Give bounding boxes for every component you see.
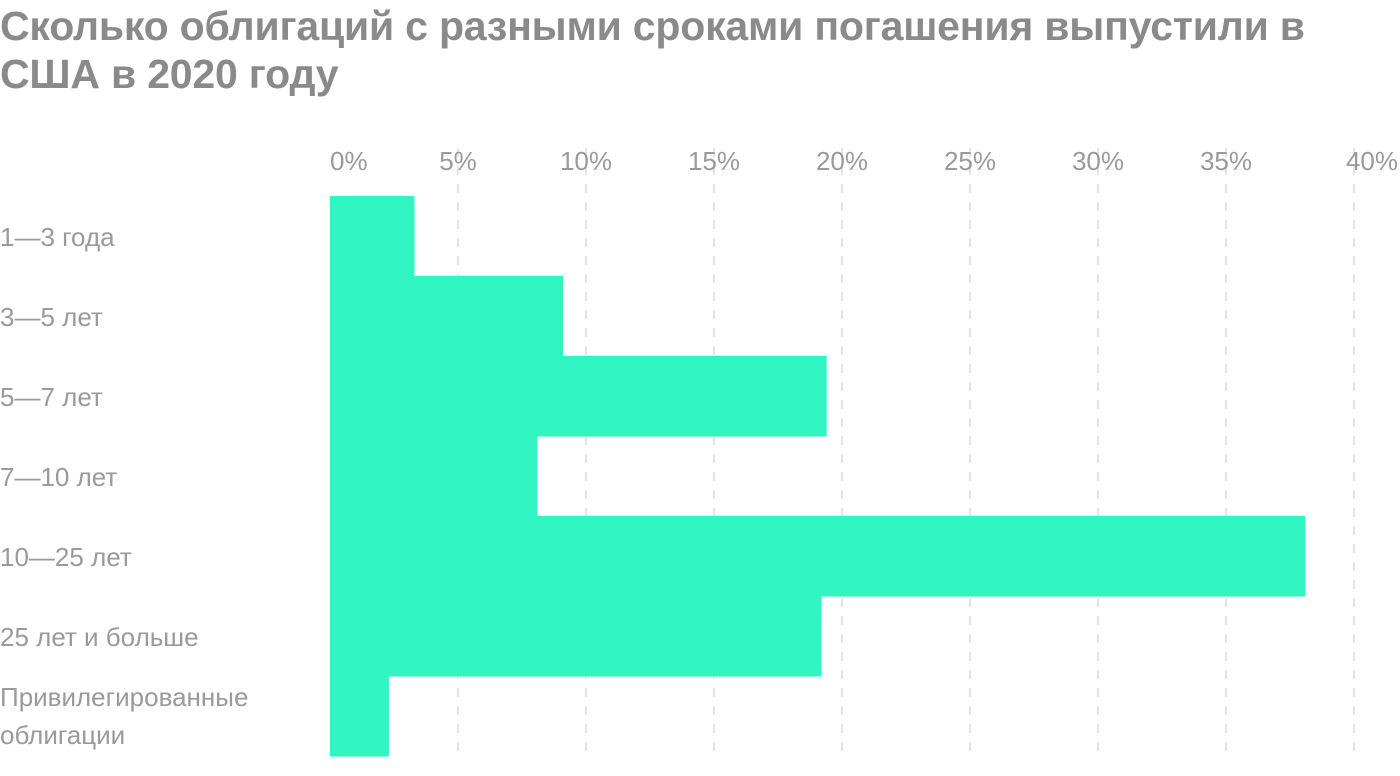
category-label-line: 5—7 лет — [0, 382, 103, 412]
x-tick-label: 30% — [1072, 146, 1124, 176]
x-tick-label: 40% — [1346, 146, 1398, 176]
x-tick-label: 25% — [944, 146, 996, 176]
bar — [330, 436, 538, 517]
category-label: 10—25 лет — [0, 542, 132, 572]
x-tick-label: 0% — [330, 146, 368, 176]
x-tick-label: 20% — [816, 146, 868, 176]
bar — [330, 676, 389, 757]
bar — [330, 596, 822, 677]
x-tick-label: 35% — [1200, 146, 1252, 176]
x-tick-label: 10% — [560, 146, 612, 176]
category-label: 25 лет и больше — [0, 622, 199, 652]
x-tick-label: 15% — [688, 146, 740, 176]
category-label-line: облигации — [0, 720, 125, 750]
category-label-line: Привилегированные — [0, 682, 248, 712]
category-label: 5—7 лет — [0, 382, 103, 412]
category-label-line: 7—10 лет — [0, 462, 117, 492]
bar — [330, 276, 563, 357]
bar — [330, 196, 415, 277]
bars — [330, 196, 1306, 757]
category-labels: 1—3 года 3—5 лет 5—7 лет 7—10 лет 10—25 лет 2… — [0, 222, 248, 750]
x-axis-tick-labels: 0% 5% 10% 15% 20% 25% 30% 35% 40% — [330, 146, 1398, 176]
bar — [330, 356, 827, 437]
category-label: 7—10 лет — [0, 462, 117, 492]
category-label: Привилегированные облигации — [0, 682, 248, 750]
chart-title: Сколько облигаций с разными сроками пога… — [0, 3, 1305, 97]
x-tick-label: 5% — [439, 146, 477, 176]
category-label-line: 10—25 лет — [0, 542, 132, 572]
category-label-line: 3—5 лет — [0, 302, 103, 332]
category-label: 3—5 лет — [0, 302, 103, 332]
bar — [330, 516, 1306, 597]
category-label-line: 1—3 года — [0, 222, 115, 252]
category-label-line: 25 лет и больше — [0, 622, 199, 652]
category-label: 1—3 года — [0, 222, 115, 252]
